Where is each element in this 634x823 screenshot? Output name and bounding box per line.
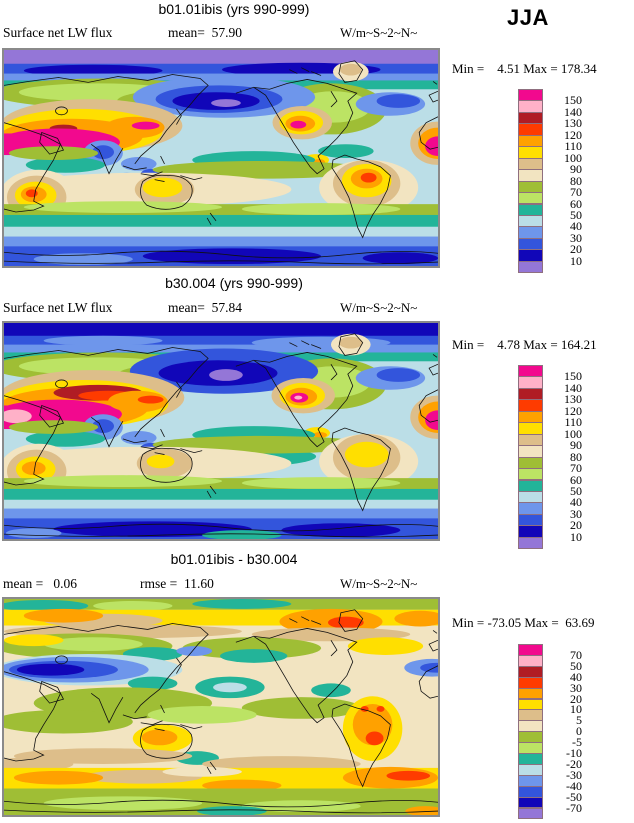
panel1-colorbar: 150 140 130 120 110 100 90 80 70 60 50 40 30 20 10 (518, 89, 600, 274)
panel1-title: b01.01ibis (yrs 990-999) (158, 1, 310, 17)
panel1-minmax: Min = 4.51 Max = 178.34 (452, 61, 597, 76)
panel2-mean-value: mean= 57.84 (168, 300, 242, 315)
panel3-map (2, 597, 440, 817)
panel3-title: b01.01ibis - b30.004 (170, 551, 298, 567)
panel3-colorbar: 70 50 40 30 20 10 5 0 -5 -10 -20 -30 -40 -50 -70 (518, 644, 600, 820)
panel2-units-label: W/m~S~2~N~ (340, 300, 418, 315)
panel3-rmse-value: rmse = 11.60 (140, 576, 214, 591)
panel2-variable-label: Surface net LW flux (3, 300, 113, 315)
season-label: JJA (507, 5, 549, 30)
panel1-map (2, 48, 440, 268)
panel1-mean-value: mean= 57.90 (168, 25, 242, 40)
panel2-title: b30.004 (yrs 990-999) (165, 275, 303, 291)
panel2-map (2, 321, 440, 541)
panel1-variable-label: Surface net LW flux (3, 25, 113, 40)
panel3-units-label: W/m~S~2~N~ (340, 576, 418, 591)
panel2-colorbar: 150 140 130 120 110 100 90 80 70 60 50 40 30 20 10 (518, 365, 600, 550)
panel3-mean-value: mean = 0.06 (3, 576, 77, 591)
panel3-minmax: Min = -73.05 Max = 63.69 (452, 615, 595, 630)
panel2-minmax: Min = 4.78 Max = 164.21 (452, 337, 597, 352)
panel1-units-label: W/m~S~2~N~ (340, 25, 418, 40)
